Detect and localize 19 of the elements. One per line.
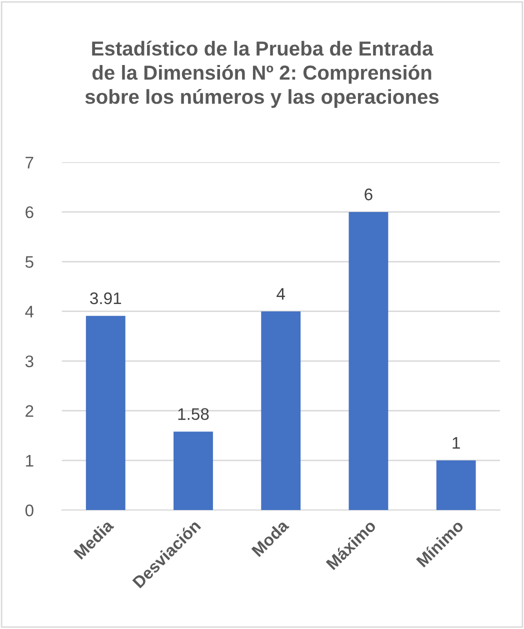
data-label: 4 (276, 288, 286, 300)
data-label: 3.91 (90, 292, 122, 304)
data-label: 6 (364, 188, 372, 200)
y-tick-label: 5 (25, 256, 34, 268)
y-tick-label: 4 (25, 306, 34, 318)
bar (261, 311, 301, 510)
chart-title: Estadístico de la Prueba de Entrada de la Dimensión Nº 2: Comprensión sobre los números y las operaciones (85, 40, 439, 108)
bar (348, 212, 388, 510)
data-label: 1.58 (178, 408, 209, 420)
y-tick-label: 6 (26, 206, 34, 218)
bar (86, 316, 126, 510)
y-tick-label: 0 (25, 504, 34, 516)
y-tick-label: 2 (26, 405, 34, 417)
y-tick-label: 7 (26, 156, 34, 168)
y-tick-label: 1 (26, 455, 34, 466)
bar (174, 432, 213, 510)
data-label: 1 (452, 437, 460, 449)
y-tick-label: 3 (25, 355, 34, 368)
bar (436, 460, 476, 510)
